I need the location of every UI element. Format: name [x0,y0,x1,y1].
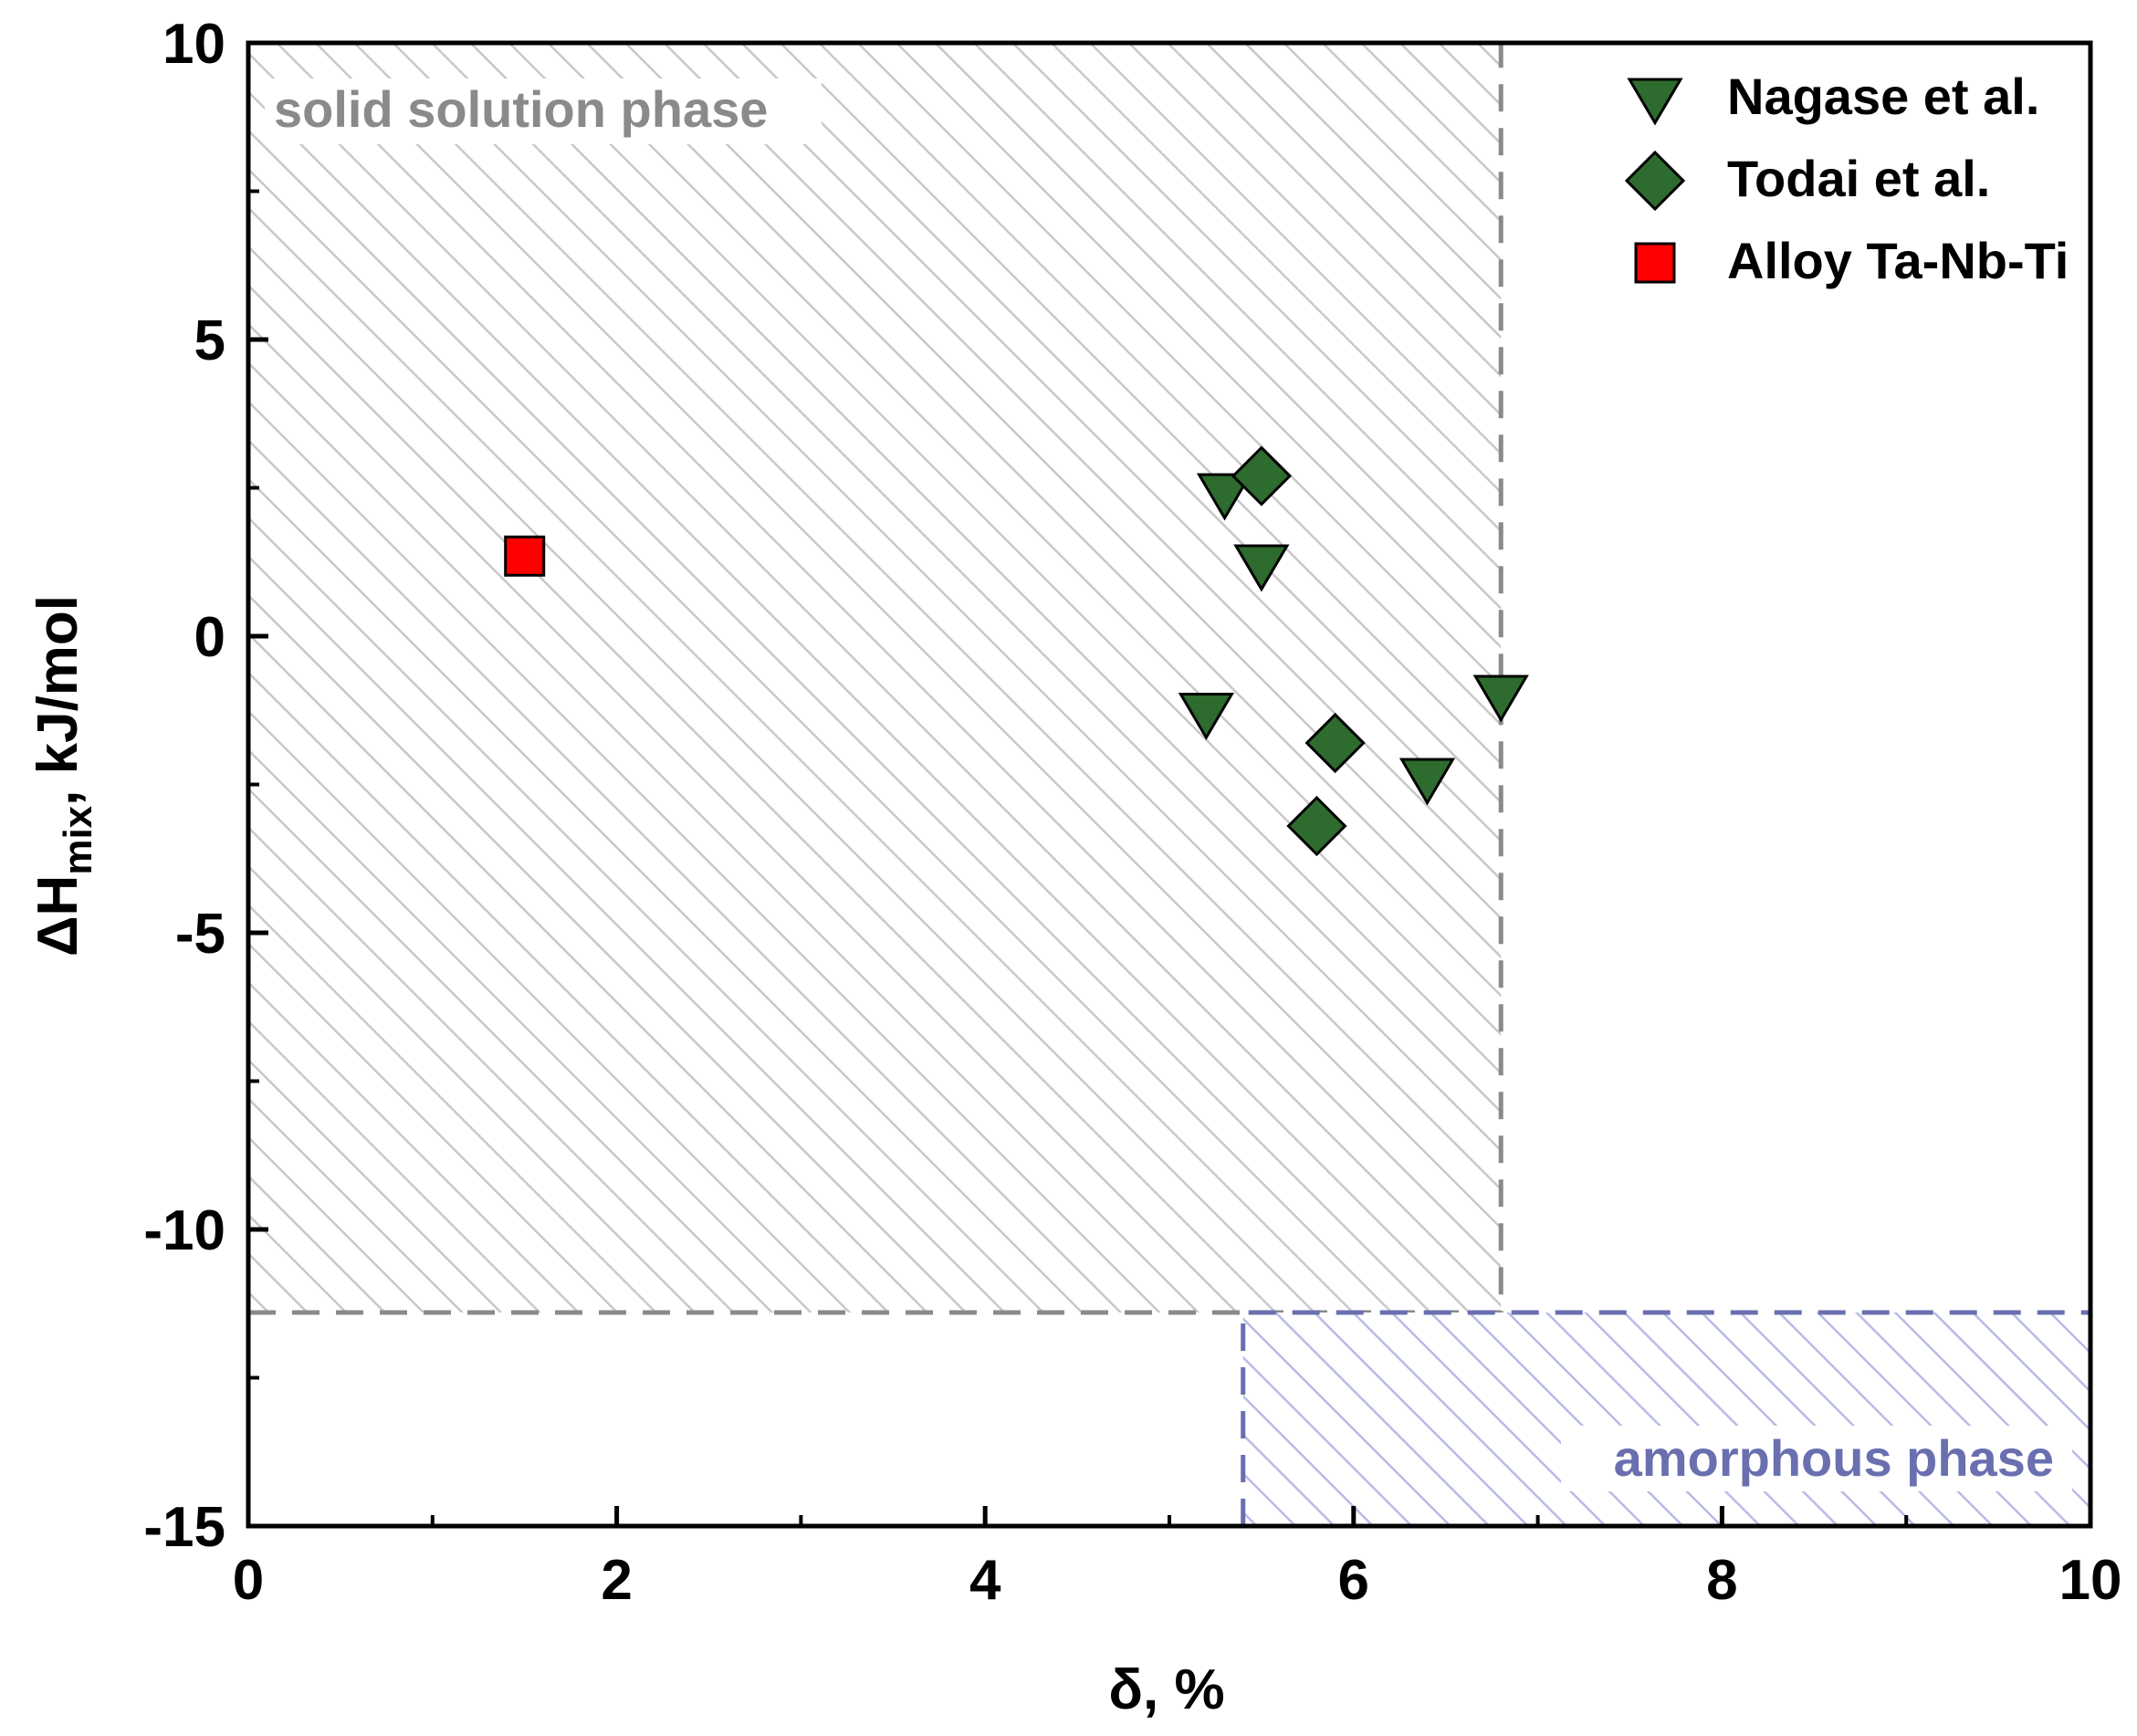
amorphous-boundary [1241,1310,2090,1526]
data-points [504,445,1529,857]
data-point-triangle-down [1472,675,1529,723]
legend: Nagase et al. Todai et al. Alloy Ta-Nb-T… [1624,68,2069,289]
y-tick-label: 5 [194,309,225,372]
legend-marker-nagase [1627,78,1683,126]
y-tick-label: -15 [143,1496,225,1559]
y-axis-label-main: ΔH [26,875,89,957]
data-point-triangle-down [1178,693,1234,741]
legend-marker-todai [1624,150,1686,212]
x-tick-label: 4 [969,1549,1001,1612]
data-point-diamond [1231,445,1293,507]
amorphous-region [1242,1312,2090,1526]
x-tick-label: 8 [1706,1549,1737,1612]
data-point-diamond [1286,795,1347,857]
y-axis-label: ΔHmix, kJ/mol [26,595,100,957]
legend-marker-alloy [1634,242,1676,284]
phase-regions: solid solution phase amorphous phase [248,43,2090,1526]
y-tick-label: 10 [162,13,225,76]
data-point-triangle-down [1196,473,1253,521]
data-point-square [504,535,546,577]
legend-label-todai: Todai et al. [1727,150,1990,207]
amorphous-label-bg [1561,1426,2072,1491]
x-tick-label: 10 [2059,1549,2122,1612]
axis-ticks: 0 2 4 6 8 10 -15 -10 -5 0 5 10 [143,13,2121,1612]
data-point-triangle-down [1398,758,1456,806]
amorphous-label: amorphous phase [1614,1429,2054,1487]
legend-label-nagase: Nagase et al. [1727,68,2039,125]
y-tick-label: -5 [175,903,225,966]
x-tick-label: 6 [1338,1549,1369,1612]
x-tick-label: 0 [233,1549,264,1612]
x-tick-label: 2 [601,1549,632,1612]
solid-solution-region [248,43,1502,1312]
y-tick-label: -10 [143,1199,225,1262]
x-axis-label: δ, % [1108,1658,1224,1721]
solid-solution-label-bg [265,78,822,144]
plot-frame [246,40,2093,1529]
y-tick-label: 0 [194,606,225,669]
solid-solution-label: solid solution phase [274,80,768,138]
y-axis-label-subscript: mix [56,805,100,874]
y-axis-label-units: , kJ/mol [26,595,89,806]
data-point-triangle-down [1233,544,1290,592]
data-point-diamond [1304,712,1366,774]
legend-label-alloy: Alloy Ta-Nb-Ti [1727,232,2069,289]
